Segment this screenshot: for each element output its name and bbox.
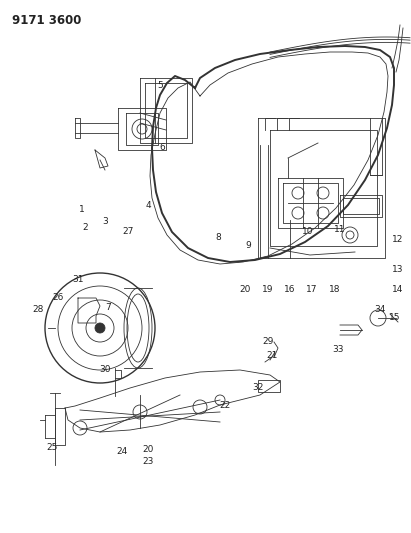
- Text: 18: 18: [329, 286, 341, 295]
- Text: 26: 26: [52, 294, 64, 303]
- Text: 5: 5: [157, 82, 163, 91]
- Text: 10: 10: [302, 228, 314, 237]
- Text: 31: 31: [72, 276, 84, 285]
- Text: 28: 28: [32, 305, 44, 314]
- Text: 14: 14: [393, 286, 404, 295]
- Text: 12: 12: [393, 236, 404, 245]
- Text: 19: 19: [262, 286, 274, 295]
- Text: 3: 3: [102, 217, 108, 227]
- Circle shape: [95, 323, 105, 333]
- Text: 2: 2: [82, 223, 88, 232]
- Text: 16: 16: [284, 286, 296, 295]
- Text: 30: 30: [99, 366, 111, 375]
- Text: 11: 11: [334, 225, 346, 235]
- Text: 21: 21: [266, 351, 278, 359]
- Text: 13: 13: [392, 265, 404, 274]
- Text: 27: 27: [122, 228, 134, 237]
- Text: 20: 20: [142, 446, 154, 455]
- Text: 6: 6: [159, 143, 165, 152]
- Text: 7: 7: [105, 303, 111, 312]
- Text: 4: 4: [145, 201, 151, 211]
- Text: 17: 17: [306, 286, 318, 295]
- Text: 8: 8: [215, 233, 221, 243]
- Bar: [258, 380, 280, 392]
- Text: 1: 1: [79, 206, 85, 214]
- Text: 9171 3600: 9171 3600: [12, 14, 81, 27]
- Text: 32: 32: [252, 384, 264, 392]
- Text: 20: 20: [239, 286, 251, 295]
- Text: 34: 34: [374, 305, 386, 314]
- Text: 25: 25: [46, 443, 58, 453]
- Text: 33: 33: [332, 345, 344, 354]
- Text: 22: 22: [219, 400, 231, 409]
- Text: 24: 24: [116, 448, 128, 456]
- Text: 29: 29: [262, 337, 274, 346]
- Text: 9: 9: [245, 240, 251, 249]
- Text: 23: 23: [142, 457, 154, 466]
- Text: 15: 15: [389, 313, 401, 322]
